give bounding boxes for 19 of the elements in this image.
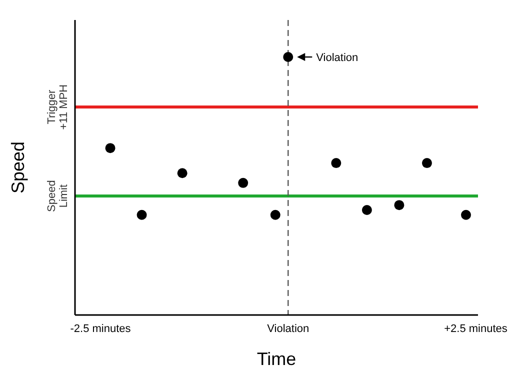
annotation: Violation [316,52,358,64]
point [394,200,404,210]
point [422,158,432,168]
ref-line-label: Trigger +11 MPH [46,84,70,130]
point [270,210,280,220]
ref-line-label: Speed Limit [46,180,70,212]
y-axis-title: Speed [8,141,28,194]
point [238,178,248,188]
point [331,158,342,168]
point [283,52,294,62]
x-tick-label: -2.5 minutes [70,323,132,335]
x-tick-label: +2.5 minutes [444,323,508,335]
point [362,204,372,215]
point [177,168,188,178]
x-tick-label: Violation [267,323,310,335]
point [136,210,147,220]
point [105,143,116,154]
point [460,210,471,220]
x-axis-title: Time [256,349,296,369]
